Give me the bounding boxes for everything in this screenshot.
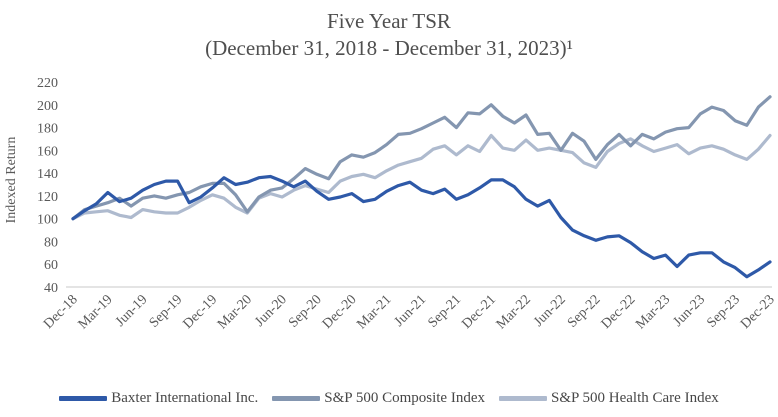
x-tick-label: Dec-20 [320,292,360,332]
chart-title-line2: (December 31, 2018 - December 31, 2023)¹ [205,36,573,60]
series-line-s-p-500-health-care-index [71,133,772,221]
x-tick-label: Sep-23 [704,292,743,331]
x-tick-label: Sep-19 [147,292,186,331]
legend-swatch [498,396,547,401]
series-line-s-p-500-composite-index [71,95,772,221]
x-tick-label: Dec-18 [41,292,81,332]
x-tick-label: Sep-21 [426,292,465,331]
x-tick-label: Jun-22 [531,292,569,330]
legend: Baxter International Inc. S&P 500 Composi… [0,390,778,407]
x-tick-label: Mar-23 [633,292,673,332]
x-tick-label: Jun-19 [113,292,151,330]
x-tick-label: Mar-20 [215,292,255,332]
y-tick-label: 40 [44,281,58,296]
x-tick-label: Jun-23 [671,292,709,330]
x-tick-label: Jun-20 [252,292,290,330]
y-tick-label: 220 [37,76,58,91]
y-tick-label: 160 [37,144,58,159]
x-tick-label: Sep-22 [565,292,604,331]
x-tick-label: Mar-21 [354,292,394,332]
x-tick-label: Jun-21 [392,292,430,330]
legend-item: S&P 500 Health Care Index [498,390,719,407]
series-line-baxter-international-inc- [71,174,772,279]
y-tick-label: 120 [37,190,58,205]
y-tick-label: 80 [44,235,58,250]
y-tick-label: 200 [37,99,58,114]
x-tick-label: Dec-21 [459,292,499,332]
chart-title-line1: Five Year TSR [327,9,451,33]
y-tick-label: 100 [37,213,58,228]
legend-item: Baxter International Inc. [59,390,258,407]
legend-label: Baxter International Inc. [111,390,259,406]
y-tick-label: 140 [37,167,58,182]
legend-item: S&P 500 Composite Index [272,390,485,407]
x-tick-label: Sep-20 [286,292,325,331]
legend-label: S&P 500 Composite Index [324,390,485,406]
chart-title: Five Year TSR (December 31, 2018 - Decem… [0,8,778,62]
legend-swatch [59,396,108,401]
x-tick-label: Mar-19 [76,292,116,332]
x-tick-label: Dec-19 [180,292,220,332]
legend-label: S&P 500 Health Care Index [550,390,719,406]
y-tick-label: 60 [44,258,58,273]
x-tick-label: Dec-23 [738,292,778,332]
x-tick-label: Dec-22 [599,292,639,332]
legend-swatch [272,396,321,401]
y-tick-label: 180 [37,122,58,137]
x-tick-label: Mar-22 [494,292,534,332]
